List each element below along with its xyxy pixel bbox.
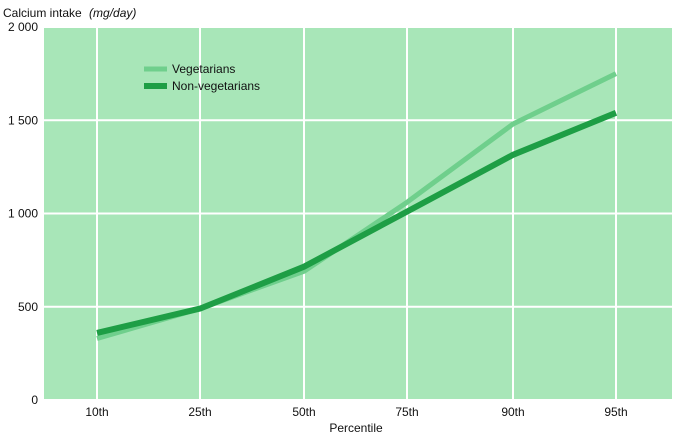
y-tick-label: 500	[18, 300, 38, 314]
grid	[44, 26, 672, 401]
y-axis-label: Calcium intake	[3, 6, 82, 20]
y-axis-title: Calcium intake (mg/day)	[3, 6, 136, 20]
series-lines	[96, 71, 618, 341]
legend-label: Vegetarians	[172, 62, 235, 76]
x-tick-label: 95th	[604, 405, 627, 419]
x-tick-label: 25th	[188, 405, 211, 419]
x-tick-label: 90th	[501, 405, 524, 419]
legend-label: Non-vegetarians	[172, 79, 260, 93]
x-tick-label: 10th	[85, 405, 108, 419]
y-axis-unit: (mg/day)	[89, 6, 136, 20]
x-tick-label: 75th	[395, 405, 418, 419]
series-line-non-vegetarians	[96, 110, 618, 336]
y-tick-label: 2 000	[8, 20, 38, 34]
y-tick-label: 1 500	[8, 113, 38, 127]
y-tick-label: 0	[31, 393, 38, 407]
y-tick-labels: 0 500 1 000 1 500 2 000	[8, 20, 38, 407]
x-tick-label: 50th	[292, 405, 315, 419]
y-tick-label: 1 000	[8, 207, 38, 221]
legend: Vegetarians Non-vegetarians	[144, 62, 260, 93]
x-axis-title: Percentile	[329, 421, 383, 435]
x-tick-labels: 10th 25th 50th 75th 90th 95th	[85, 405, 627, 419]
